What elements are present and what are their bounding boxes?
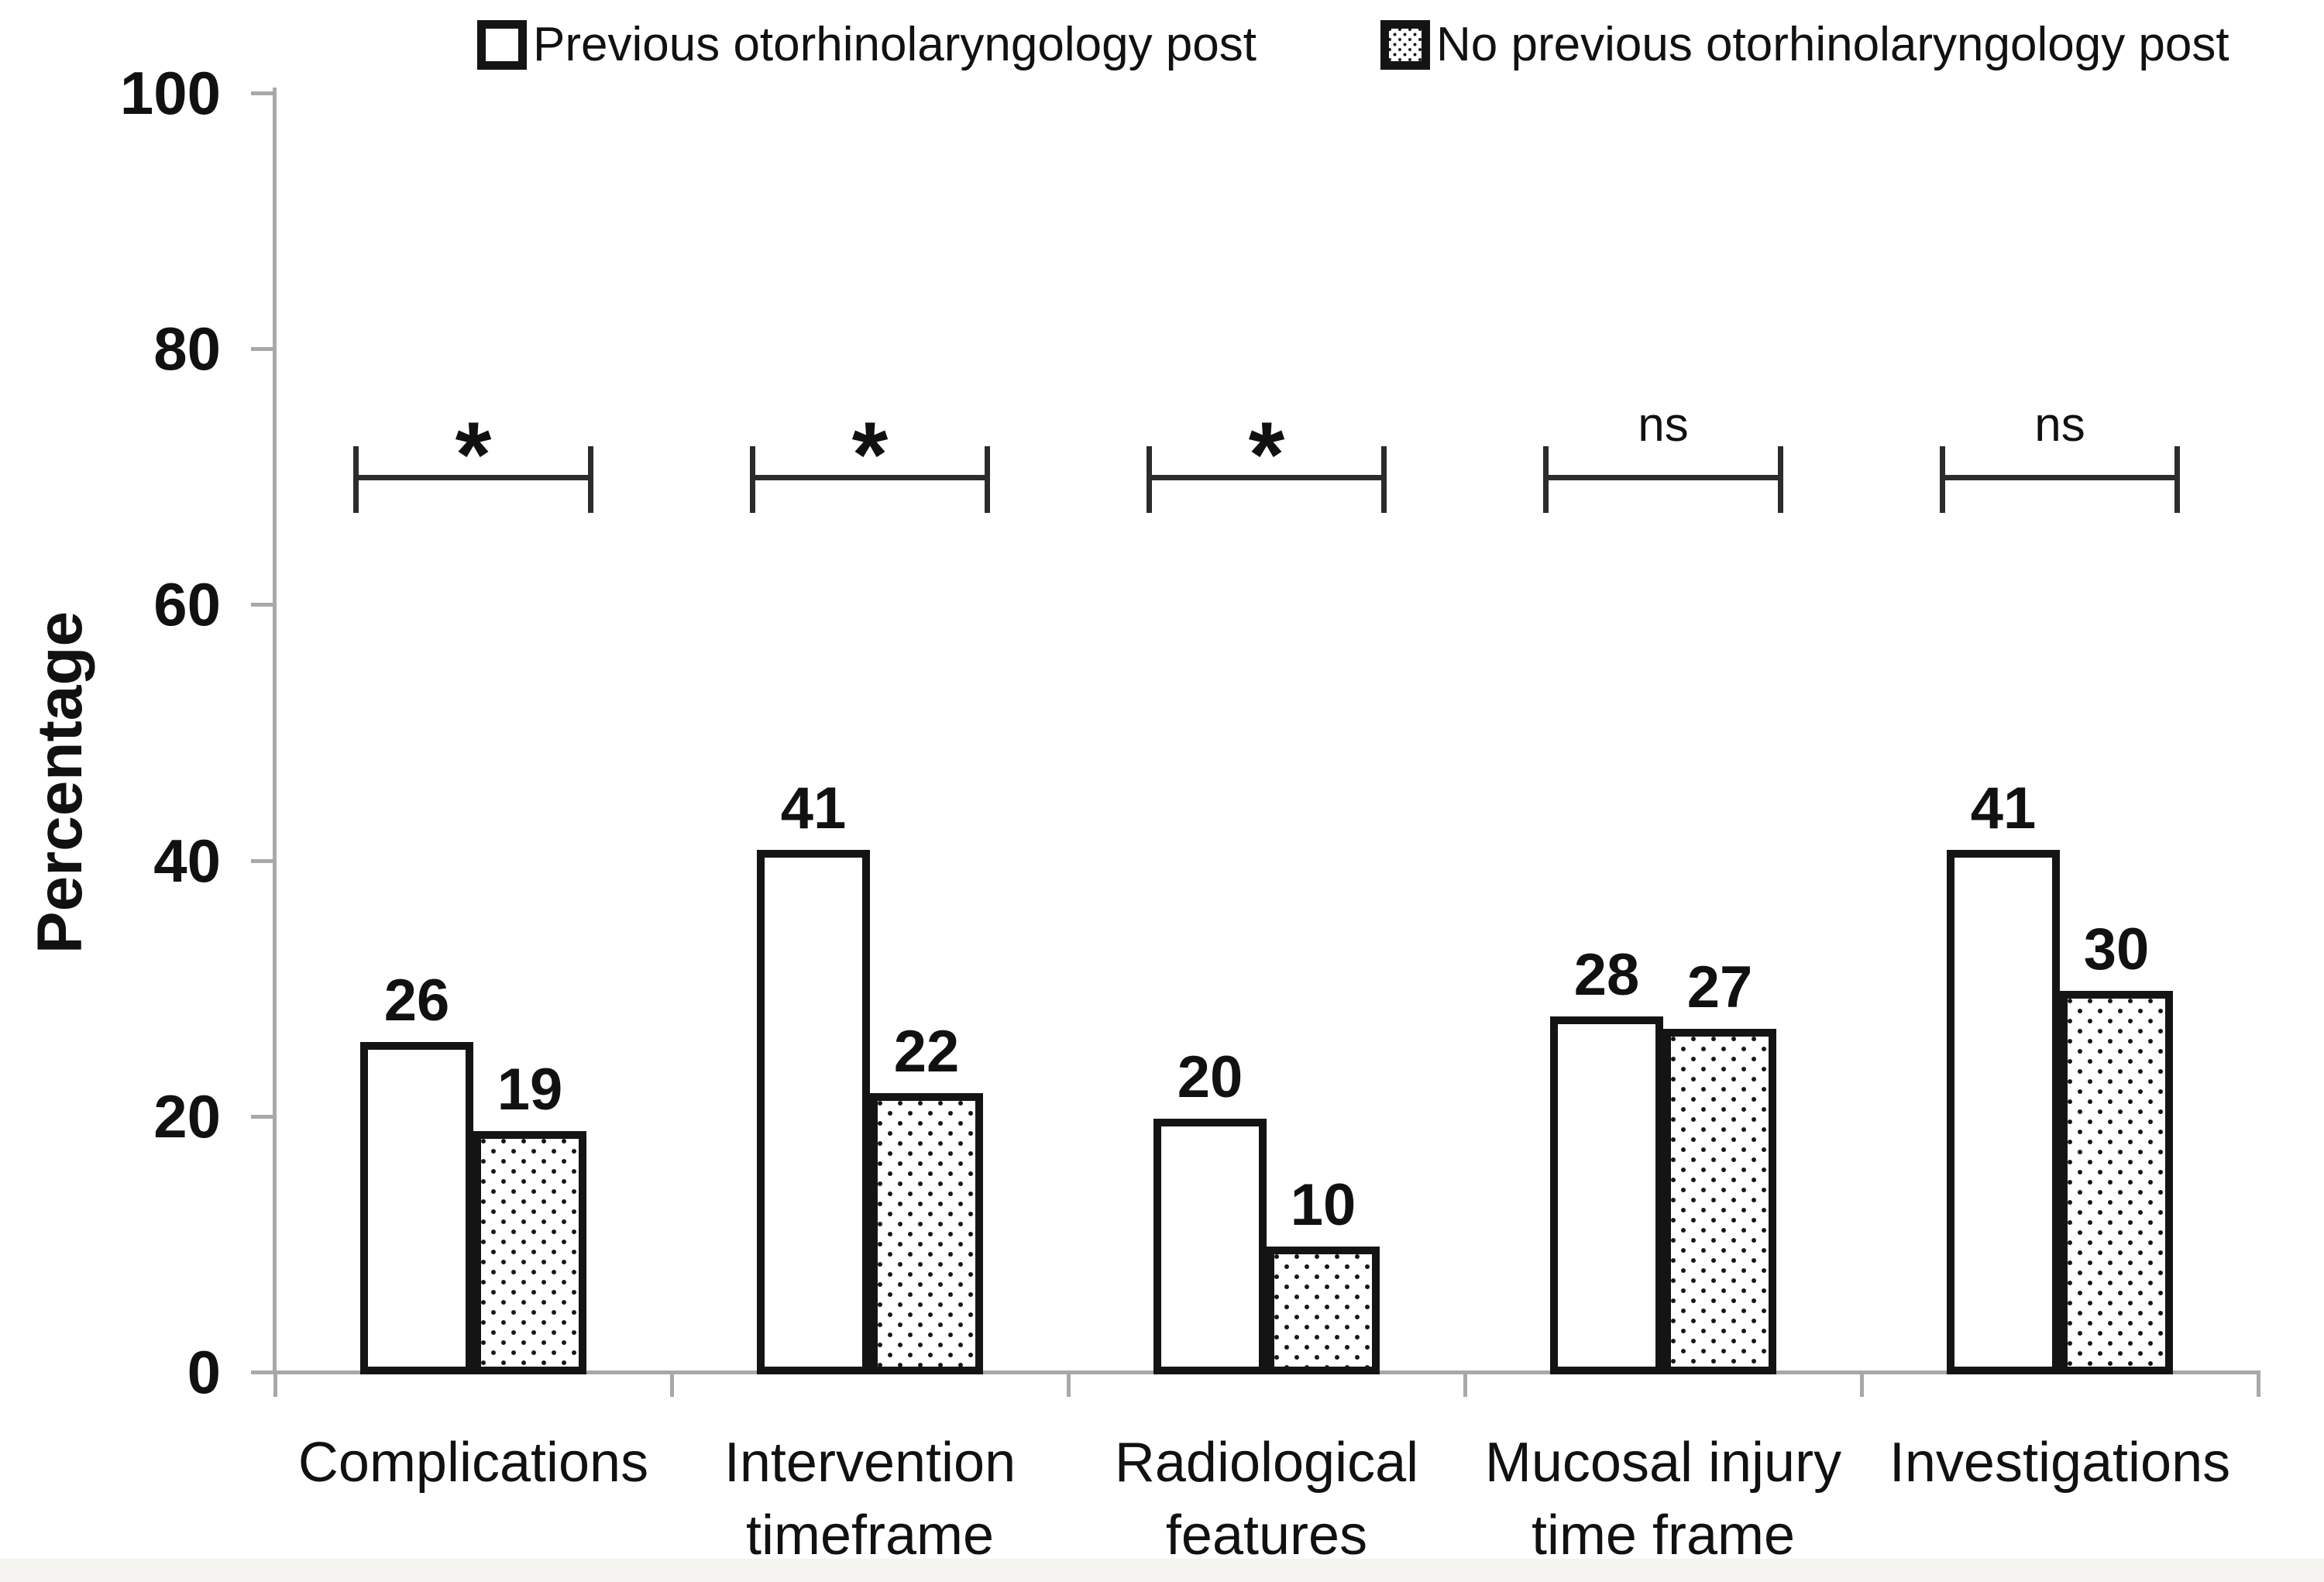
y-axis-tick-label: 40 — [153, 826, 221, 895]
y-axis-tick-label: 100 — [119, 59, 221, 127]
significance-bracket-line — [750, 475, 990, 481]
x-axis-tick — [1860, 1370, 1864, 1397]
significance-bracket-end — [1381, 446, 1387, 514]
legend-swatch-dotted-icon — [1380, 20, 1430, 70]
bar-value-label: 22 — [893, 1018, 960, 1085]
bar-value-label: 10 — [1290, 1171, 1356, 1238]
bar-no-previous-3 — [1267, 1246, 1380, 1374]
legend-swatch-plain-icon — [477, 20, 527, 70]
significance-bracket-end — [1543, 446, 1549, 514]
y-axis-tick — [251, 1370, 276, 1374]
y-axis-line — [273, 88, 277, 1374]
y-axis-tick-label: 20 — [153, 1082, 221, 1150]
bar-value-label: 28 — [1573, 941, 1640, 1008]
significance-label: * — [1248, 403, 1285, 507]
significance-bracket-end — [1778, 446, 1783, 514]
significance-label: ns — [2034, 398, 2085, 452]
bar-value-label: 41 — [1970, 776, 2037, 842]
significance-bracket-line — [1147, 475, 1387, 481]
x-axis-tick — [2257, 1370, 2260, 1397]
x-axis-category-label: Mucosal injury time frame — [1484, 1432, 1842, 1567]
bar-previous-2 — [757, 850, 870, 1374]
significance-bracket-end — [1940, 446, 1945, 514]
legend-item-no-previous-post: No previous otorhinolaryngology post — [1380, 20, 2229, 70]
x-axis-tick — [273, 1370, 277, 1397]
bar-no-previous-4 — [1663, 1029, 1776, 1374]
bar-value-label: 41 — [780, 776, 847, 842]
bar-previous-5 — [1947, 850, 2060, 1374]
significance-bracket-end — [985, 446, 990, 514]
significance-bracket-line — [353, 475, 593, 481]
bar-value-label: 19 — [497, 1057, 563, 1123]
y-axis-tick — [251, 1114, 276, 1119]
bar-previous-3 — [1153, 1118, 1267, 1374]
x-axis-category-label: Investigations — [1889, 1432, 2231, 1494]
x-axis-category-label: Radiological features — [1114, 1432, 1419, 1567]
significance-label: * — [455, 403, 492, 507]
y-axis-tick-label: 80 — [153, 315, 221, 383]
x-axis-category-label: Complications — [297, 1432, 649, 1494]
significance-bracket-end — [588, 446, 593, 514]
x-axis-tick — [1463, 1370, 1467, 1397]
bar-value-label: 30 — [2083, 916, 2150, 982]
legend-label-no-previous-post: No previous otorhinolaryngology post — [1436, 18, 2229, 71]
significance-bracket-end — [353, 446, 359, 514]
bottom-band — [0, 1559, 2324, 1582]
bar-previous-4 — [1550, 1016, 1663, 1374]
bar-value-label: 26 — [383, 967, 450, 1033]
significance-bracket-end — [750, 446, 755, 514]
y-axis-tick — [251, 603, 276, 607]
bar-no-previous-5 — [2060, 990, 2173, 1374]
y-axis-tick — [251, 858, 276, 863]
legend-label-previous-post: Previous otorhinolaryngology post — [533, 18, 1257, 71]
x-axis-tick — [670, 1370, 674, 1397]
y-axis-tick — [251, 347, 276, 352]
y-axis-tick-label: 60 — [153, 570, 221, 639]
x-axis-category-label: Intervention timeframe — [724, 1432, 1016, 1567]
bar-previous-1 — [360, 1041, 473, 1374]
bar-value-label: 20 — [1177, 1044, 1243, 1110]
significance-bracket-line — [1940, 475, 2180, 481]
significance-bracket-line — [1543, 475, 1783, 481]
x-axis-tick — [1067, 1370, 1071, 1397]
significance-label: * — [851, 403, 889, 507]
y-axis-tick — [251, 91, 276, 95]
y-axis-tick-label: 0 — [187, 1338, 221, 1406]
significance-bracket-end — [1147, 446, 1152, 514]
legend-item-previous-post: Previous otorhinolaryngology post — [477, 20, 1257, 70]
significance-label: ns — [1638, 398, 1689, 452]
significance-bracket-end — [2174, 446, 2180, 514]
bar-no-previous-1 — [473, 1131, 586, 1374]
bar-no-previous-2 — [870, 1092, 983, 1374]
bar-value-label: 27 — [1686, 954, 1753, 1021]
